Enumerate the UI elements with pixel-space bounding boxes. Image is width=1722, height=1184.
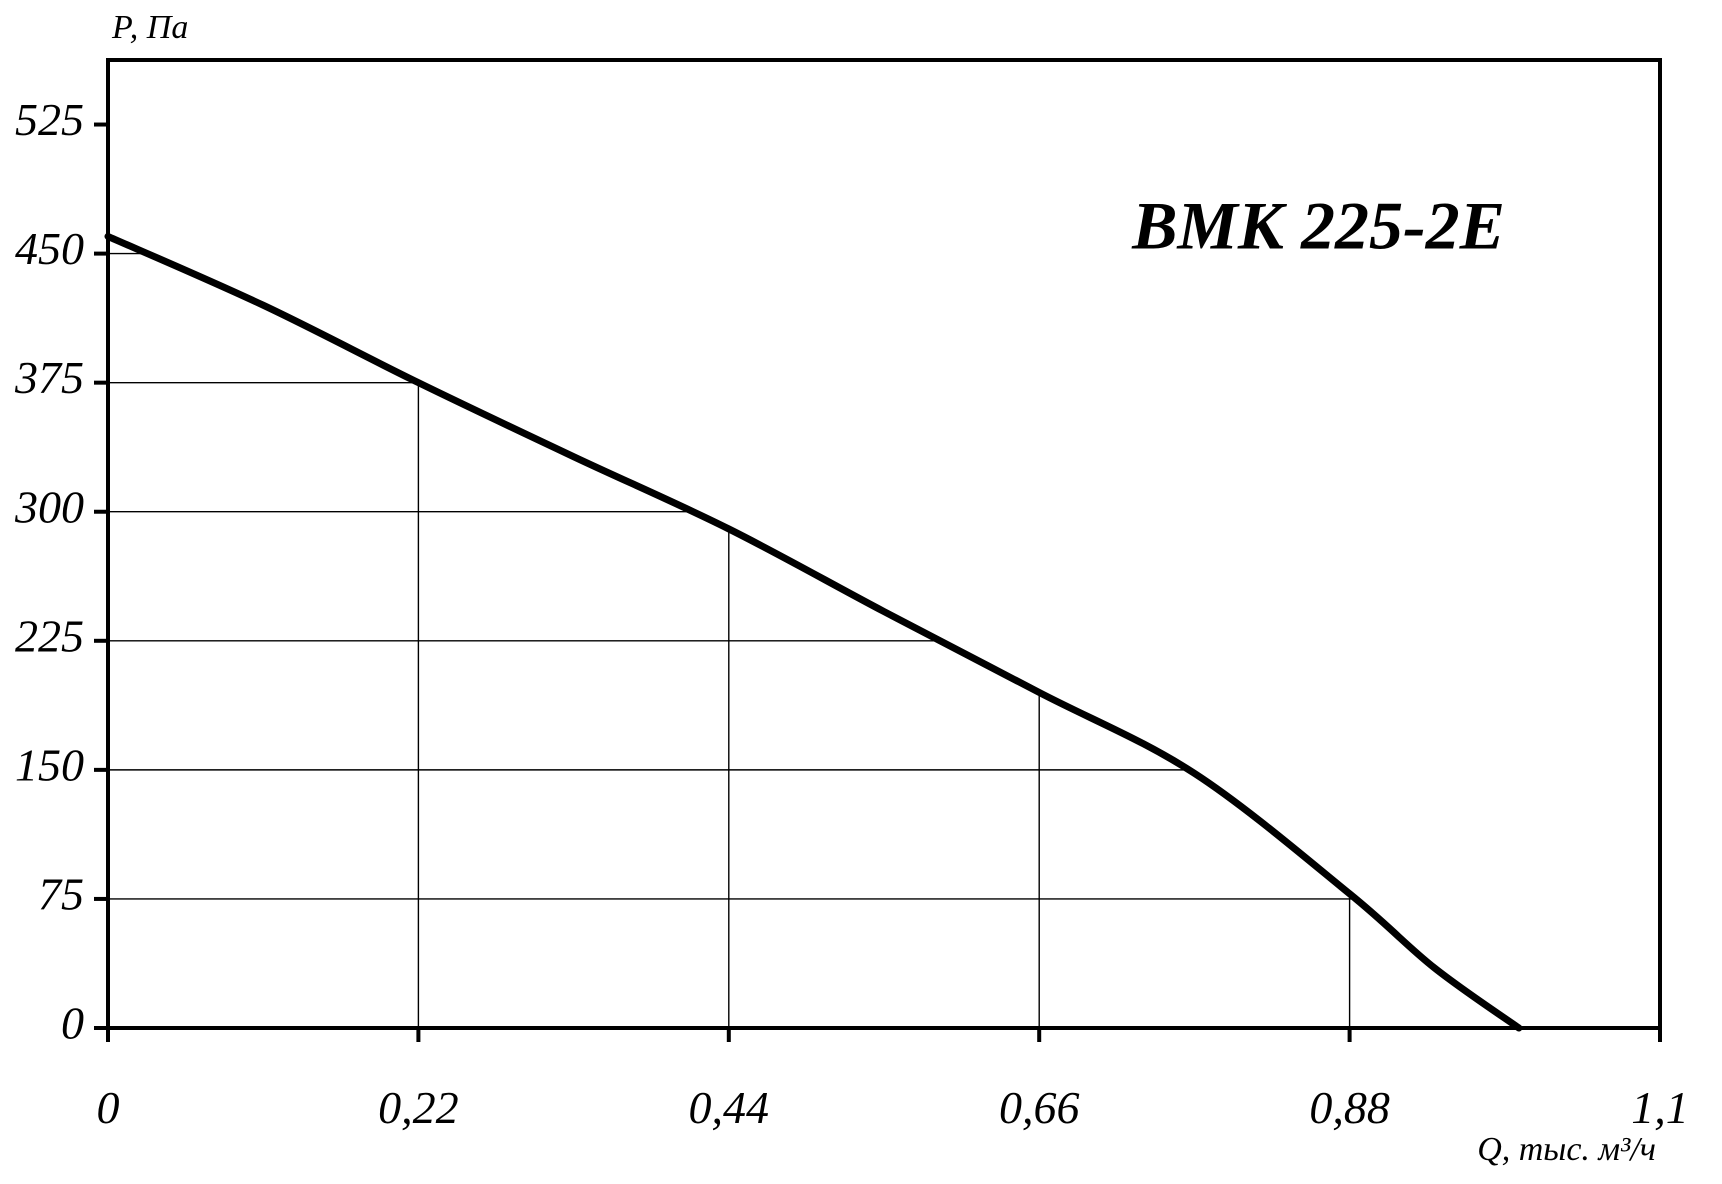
- fan-curve-chart: 0 0,22 0,44 0,66 0,88 1,1 0 75 150 225 300 375 450 52…: [0, 0, 1722, 1184]
- x-tick-label: 0,88: [1309, 1082, 1390, 1133]
- chart-svg: 0 0,22 0,44 0,66 0,88 1,1 0 75 150 225 300 375 450 52…: [0, 0, 1722, 1184]
- y-tick-label: 375: [14, 352, 84, 403]
- y-tick-label: 300: [14, 481, 84, 532]
- x-tick-label: 0,66: [999, 1082, 1080, 1133]
- chart-background: [0, 0, 1722, 1184]
- x-tick-label: 1,1: [1631, 1082, 1689, 1133]
- chart-title: ВМК 225-2Е: [1131, 188, 1505, 264]
- x-tick-label: 0,22: [378, 1082, 459, 1133]
- y-axis-label: Р, Па: [111, 9, 188, 46]
- y-tick-label: 75: [38, 868, 84, 919]
- y-tick-label: 525: [15, 94, 84, 145]
- y-tick-label: 450: [15, 223, 84, 274]
- y-tick-label: 150: [15, 739, 84, 790]
- x-tick-label: 0: [97, 1082, 120, 1133]
- y-tick-label: 225: [15, 610, 84, 661]
- x-tick-label: 0,44: [689, 1082, 770, 1133]
- x-axis-label: Q, тыс. м³/ч: [1477, 1131, 1656, 1168]
- y-tick-label: 0: [61, 998, 84, 1049]
